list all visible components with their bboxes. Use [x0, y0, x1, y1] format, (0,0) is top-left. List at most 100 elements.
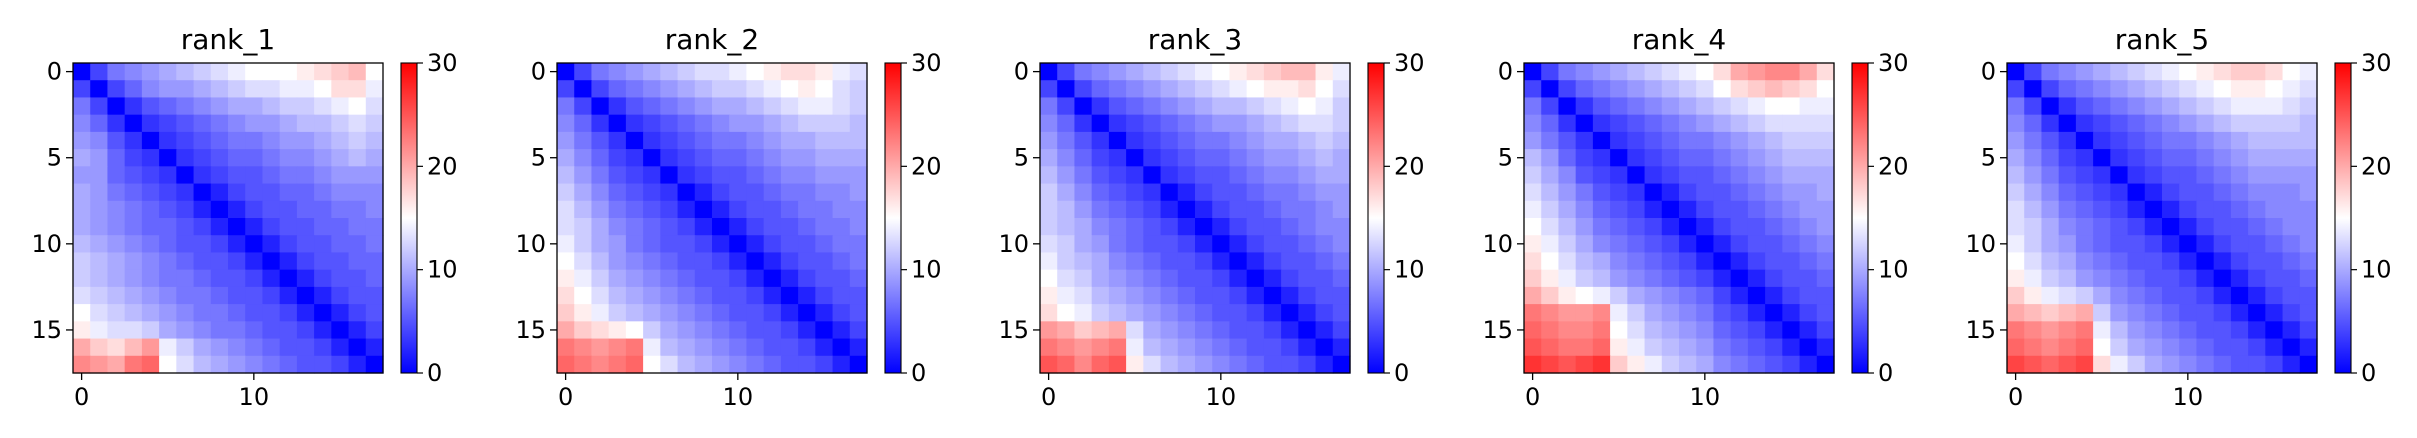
heatmap-cell [73, 286, 91, 305]
heatmap-cell [245, 97, 264, 116]
heatmap-cell [2127, 166, 2146, 185]
heatmap-cell [331, 80, 350, 99]
heatmap-cell [279, 166, 298, 185]
heatmap-cell [228, 321, 246, 340]
heatmap-cell [1160, 218, 1179, 236]
heatmap-cell [625, 304, 644, 322]
heatmap-cell [1592, 269, 1611, 288]
heatmap-cell [1661, 269, 1680, 288]
heatmap-cell [2024, 355, 2043, 374]
heatmap-cell [2265, 183, 2284, 202]
heatmap-cell [557, 131, 575, 150]
heatmap-cell [815, 304, 834, 322]
heatmap-cell [124, 149, 143, 167]
heatmap-cell [712, 269, 730, 288]
heatmap-cell [1298, 200, 1317, 219]
heatmap-cell [1195, 200, 1213, 219]
heatmap-cell [1229, 114, 1248, 133]
heatmap-cell [1040, 149, 1058, 167]
heatmap-cell [677, 286, 696, 305]
heatmap-cell [798, 63, 816, 81]
heatmap-cell [815, 355, 834, 374]
heatmap-cell [1799, 304, 1818, 322]
heatmap-cell [660, 218, 679, 236]
heatmap-cell [296, 269, 315, 288]
heatmap-cell [591, 63, 610, 81]
heatmap-cell [2282, 286, 2301, 305]
heatmap-cell [348, 321, 367, 340]
colorbar-tick-label: 10 [911, 256, 942, 284]
heatmap-cells [73, 63, 384, 374]
heatmap-cell [2041, 355, 2060, 374]
heatmap-cell [1730, 166, 1749, 185]
heatmap-cell [2265, 166, 2284, 185]
heatmap-cell [1644, 286, 1663, 305]
heatmap-cell [2007, 252, 2025, 271]
heatmap-cell [798, 286, 816, 305]
heatmap-cell [1558, 252, 1577, 271]
heatmap-cell [2282, 97, 2301, 116]
heatmap-cell [193, 200, 212, 219]
x-tick-label: 0 [2008, 383, 2023, 411]
heatmap-cell [1177, 149, 1196, 167]
heatmap-cell [1281, 355, 1299, 374]
heatmap-cell [2179, 321, 2198, 340]
heatmap-cell [1057, 200, 1076, 219]
heatmap-cell [365, 218, 384, 236]
heatmap-cell [1765, 166, 1783, 185]
heatmap-cell [1143, 252, 1162, 271]
heatmap-cell [348, 166, 367, 185]
panel-title: rank_5 [2115, 23, 2209, 56]
heatmap-cell [2265, 321, 2284, 340]
heatmap-cell [1696, 321, 1715, 340]
heatmap-cell [780, 235, 799, 254]
heatmap-cell [2144, 183, 2163, 202]
heatmap-cell [1627, 304, 1646, 322]
heatmap-cell [2093, 183, 2111, 202]
heatmap-cell [2041, 200, 2060, 219]
heatmap-cell [1315, 97, 1334, 116]
heatmap-cell [1246, 200, 1265, 219]
heatmap-cell [365, 321, 384, 340]
heatmap-cell [2213, 149, 2232, 167]
heatmap-cell [694, 269, 713, 288]
heatmap-cell [1246, 355, 1265, 374]
colorbar-tick-label: 30 [2361, 49, 2392, 77]
heatmap-cell [245, 321, 264, 340]
heatmap-cell [73, 97, 91, 116]
heatmap-cell [1332, 286, 1351, 305]
heatmap-cell [1541, 166, 1560, 185]
heatmap-cell [1765, 304, 1783, 322]
heatmap-cell [1246, 286, 1265, 305]
heatmap-cell [1143, 269, 1162, 288]
heatmap-cell [1212, 166, 1231, 185]
heatmap-cell [1332, 321, 1351, 340]
y-tick-label: 10 [1482, 230, 1513, 258]
heatmap-cell [832, 235, 851, 254]
heatmap-cell [1160, 235, 1179, 254]
heatmap-cell [677, 114, 696, 133]
heatmap-cell [1091, 355, 1110, 374]
heatmap-cell [625, 252, 644, 271]
heatmap-cell [1782, 114, 1801, 133]
heatmap-cell [1558, 269, 1577, 288]
heatmap-cell [1782, 286, 1801, 305]
heatmap-cell [1091, 166, 1110, 185]
heatmap-cell [849, 149, 868, 167]
heatmap-cell [2041, 97, 2060, 116]
heatmap-cell [1541, 149, 1560, 167]
heatmap-cell [2265, 235, 2284, 254]
heatmap-cell [2213, 63, 2232, 81]
colorbar [400, 62, 418, 374]
heatmap-cell [591, 321, 610, 340]
heatmap-cell [2265, 131, 2284, 150]
heatmap-cell [1074, 286, 1093, 305]
heatmap-cell [591, 131, 610, 150]
heatmap-cell [557, 304, 575, 322]
heatmap-cell [245, 218, 264, 236]
heatmap-cell [2230, 321, 2249, 340]
heatmap-cell [660, 80, 679, 99]
heatmap-cell [2144, 200, 2163, 219]
heatmap-cell [2282, 269, 2301, 288]
heatmap-cell [1108, 166, 1127, 185]
